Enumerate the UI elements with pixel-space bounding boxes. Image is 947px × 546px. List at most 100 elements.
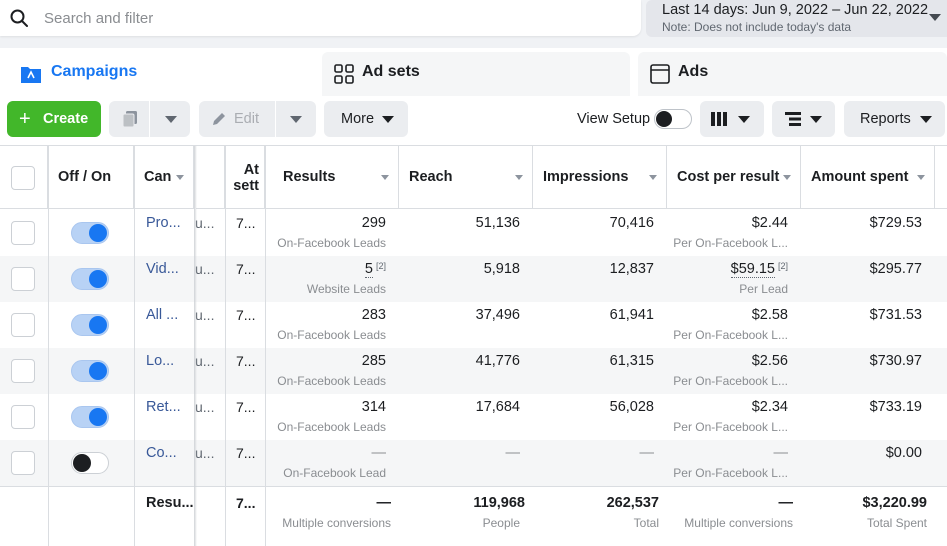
more-button[interactable]: More (324, 101, 408, 137)
attribution-value: 7... (236, 215, 256, 231)
row-checkbox[interactable] (11, 267, 35, 291)
row-checkbox[interactable] (11, 451, 35, 475)
results-type: On-Facebook Leads (277, 236, 386, 250)
toggle-knob (89, 408, 107, 426)
edit-button-group[interactable]: Edit (199, 101, 316, 137)
results-type: On-Facebook Leads (277, 328, 386, 342)
header-select-all (0, 146, 48, 209)
column-divider (48, 146, 49, 546)
results-value: 5 [2] (364, 261, 386, 278)
header-amount-spent[interactable]: Amount spent (801, 146, 935, 209)
cost-number: $2.44 (751, 215, 788, 231)
campaign-name-link[interactable]: Lo... (146, 353, 175, 369)
table-row[interactable]: All ... u... 7... 283 On-Facebook Leads … (0, 302, 947, 348)
amount-spent-value: $730.97 (869, 353, 922, 369)
campaign-name-link[interactable]: Pro... (146, 215, 181, 231)
chevron-down-icon[interactable] (165, 116, 177, 123)
search-bar[interactable] (0, 0, 641, 36)
chevron-down-icon (920, 116, 932, 123)
chevron-down-icon (810, 116, 822, 123)
campaign-name-link[interactable]: Ret... (146, 399, 181, 415)
amount-spent-value: $729.53 (869, 215, 922, 231)
campaign-toggle[interactable] (71, 406, 109, 428)
header-reach[interactable]: Reach (399, 146, 533, 209)
header-impressions[interactable]: Impressions (533, 146, 667, 209)
tab-ad-sets[interactable]: Ad sets (322, 52, 630, 96)
results-number: — (371, 445, 387, 461)
sort-icon[interactable] (783, 175, 791, 180)
cost-per-result-value: $2.58 (752, 307, 788, 323)
tab-campaigns[interactable]: Campaigns (6, 52, 314, 98)
header-attribution[interactable]: At sett (225, 146, 265, 209)
tab-label: Ad sets (362, 63, 420, 80)
header-label: At sett (233, 162, 259, 194)
table-row[interactable]: Ret... u... 7... 314 On-Facebook Leads 1… (0, 394, 947, 440)
columns-button[interactable] (700, 101, 764, 137)
campaign-toggle[interactable] (71, 452, 109, 474)
table-row[interactable]: Lo... u... 7... 285 On-Facebook Leads 41… (0, 348, 947, 394)
tab-ads[interactable]: Ads (638, 52, 947, 96)
breakdown-icon (785, 112, 801, 126)
delivery-status: u... (195, 261, 215, 277)
campaign-name-link[interactable]: Co... (146, 445, 177, 461)
campaign-toggle[interactable] (71, 314, 109, 336)
reach-value: — (505, 445, 521, 461)
header-campaign[interactable]: Can (134, 146, 194, 209)
totals-impressions: 262,537 (606, 495, 659, 511)
date-range-picker[interactable]: Last 14 days: Jun 9, 2022 – Jun 22, 2022… (646, 0, 947, 37)
row-checkbox[interactable] (11, 405, 35, 429)
chevron-down-icon[interactable] (290, 116, 302, 123)
cost-number[interactable]: $59.15 (730, 261, 775, 278)
attribution-value: 7... (236, 353, 256, 369)
campaign-toggle[interactable] (71, 360, 109, 382)
table-row[interactable]: Pro... u... 7... 299 On-Facebook Leads 5… (0, 210, 947, 256)
breakdown-button[interactable] (772, 101, 835, 137)
attribution-value: 7... (236, 261, 256, 277)
totals-label: Resu... (146, 495, 194, 511)
duplicate-button-group[interactable] (109, 101, 190, 137)
view-setup-toggle[interactable] (654, 109, 692, 129)
sort-icon[interactable] (176, 175, 184, 180)
sort-icon[interactable] (917, 175, 925, 180)
cost-type: Per On-Facebook L... (673, 420, 788, 434)
header-off-on: Off / On (48, 146, 134, 209)
header-results[interactable]: Results (265, 146, 399, 209)
reports-button[interactable]: Reports (844, 101, 945, 137)
reach-value: 17,684 (475, 399, 520, 415)
column-divider (265, 146, 266, 546)
sort-icon[interactable] (649, 175, 657, 180)
search-icon (10, 9, 28, 27)
cost-number: $2.58 (751, 307, 788, 323)
chevron-down-icon (382, 116, 394, 123)
results-number: 314 (361, 399, 386, 415)
impressions-value: 61,315 (609, 353, 654, 369)
table-row[interactable]: Vid... u... 7... 5 [2] Website Leads 5,91… (0, 256, 947, 302)
totals-results-type: Multiple conversions (282, 516, 391, 530)
amount-spent-value: $0.00 (885, 445, 922, 461)
cost-per-result-value: $2.34 (752, 399, 788, 415)
totals-impressions-type: Total (633, 516, 659, 530)
ad-sets-grid-icon (334, 64, 354, 84)
delivery-status: u... (195, 215, 215, 231)
campaign-toggle[interactable] (71, 222, 109, 244)
results-number[interactable]: 5 (364, 261, 373, 278)
create-button[interactable]: + Create (7, 101, 101, 137)
sort-icon[interactable] (515, 175, 523, 180)
header-delivery[interactable] (196, 146, 225, 209)
results-value: — (372, 445, 387, 461)
cost-number: — (773, 445, 789, 461)
sort-icon[interactable] (381, 175, 389, 180)
header-next-column (935, 146, 947, 209)
campaign-name-link[interactable]: Vid... (146, 261, 179, 277)
row-checkbox[interactable] (11, 359, 35, 383)
select-all-checkbox[interactable] (11, 166, 35, 190)
campaign-name-link[interactable]: All ... (146, 307, 179, 323)
row-checkbox[interactable] (11, 221, 35, 245)
toggle-knob (73, 454, 91, 472)
table-row[interactable]: Co... u... 7... — On-Facebook Lead — — —… (0, 440, 947, 486)
row-checkbox[interactable] (11, 313, 35, 337)
button-divider (149, 101, 150, 137)
header-cost-per-result[interactable]: Cost per result (667, 146, 801, 209)
campaign-toggle[interactable] (71, 268, 109, 290)
search-input[interactable] (44, 0, 624, 36)
